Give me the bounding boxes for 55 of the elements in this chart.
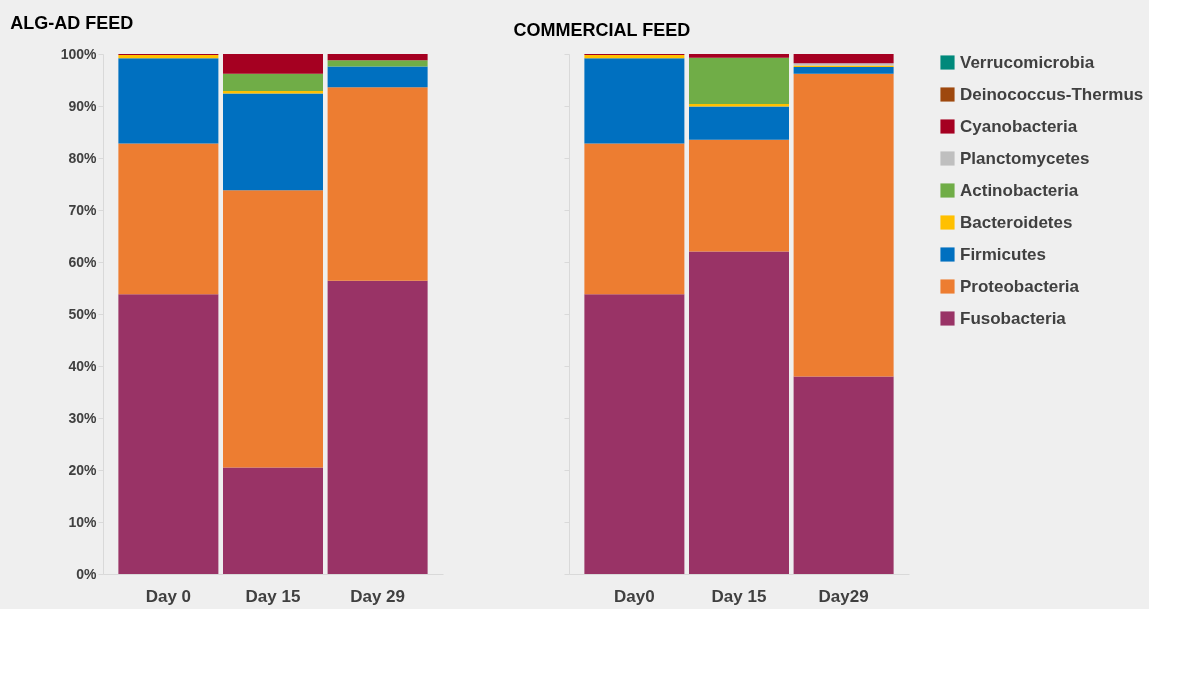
bar [689, 139, 789, 252]
bar [223, 190, 323, 468]
legend-label: Deinococcus-Thermus [960, 84, 1144, 104]
y-tick-label: 50% [68, 305, 98, 322]
bar [793, 54, 894, 64]
bar [223, 73, 323, 91]
y-tick-label: 10% [68, 513, 98, 530]
bar [118, 58, 219, 144]
chart-title: ALG-AD FEED [10, 13, 134, 33]
x-tick-label: Day29 [818, 586, 869, 606]
bar [223, 54, 323, 74]
chart-title: COMMERCIAL FEED [513, 19, 691, 40]
bar [689, 251, 789, 574]
y-tick-label: 90% [68, 97, 98, 114]
bar [689, 103, 789, 107]
bar [793, 67, 894, 74]
y-tick-label: 40% [68, 357, 98, 374]
y-tick-label: 60% [68, 253, 98, 270]
bar [584, 143, 685, 295]
legend-label: Fusobacteria [960, 308, 1067, 328]
legend-label: Actinobacteria [960, 180, 1079, 200]
bar [689, 57, 789, 104]
y-tick-label: 30% [68, 409, 98, 426]
bar [327, 87, 428, 281]
y-tick-label: 80% [68, 149, 98, 166]
bar [118, 143, 219, 295]
legend-label: Bacteroidetes [960, 212, 1073, 232]
y-tick-label: 0% [76, 565, 98, 582]
legend-label: Planctomycetes [960, 148, 1090, 168]
bar [223, 93, 323, 191]
legend-label: Cyanobacteria [960, 116, 1078, 136]
bar [223, 467, 323, 574]
x-tick-label: Day 0 [145, 586, 192, 606]
legend-label: Proteobacteria [960, 276, 1080, 296]
bar [793, 73, 894, 377]
x-tick-label: Day 15 [245, 586, 301, 606]
bar [689, 54, 789, 58]
y-tick-label: 20% [68, 461, 98, 478]
bar [118, 294, 219, 574]
legend-label: Firmicutes [960, 244, 1046, 264]
y-tick-label: 100% [60, 45, 98, 62]
bar [327, 66, 428, 88]
bar [689, 106, 789, 140]
bar [793, 376, 894, 574]
bar [327, 60, 428, 67]
y-tick-label: 70% [68, 201, 98, 218]
bar [584, 294, 685, 574]
bar [584, 58, 685, 144]
bar [223, 90, 323, 94]
x-tick-label: Day 15 [711, 586, 767, 606]
x-tick-label: Day 29 [350, 586, 406, 606]
legend-label: Verrucomicrobia [960, 52, 1095, 72]
bar [327, 280, 428, 574]
bar [327, 54, 428, 61]
x-tick-label: Day0 [614, 586, 655, 606]
